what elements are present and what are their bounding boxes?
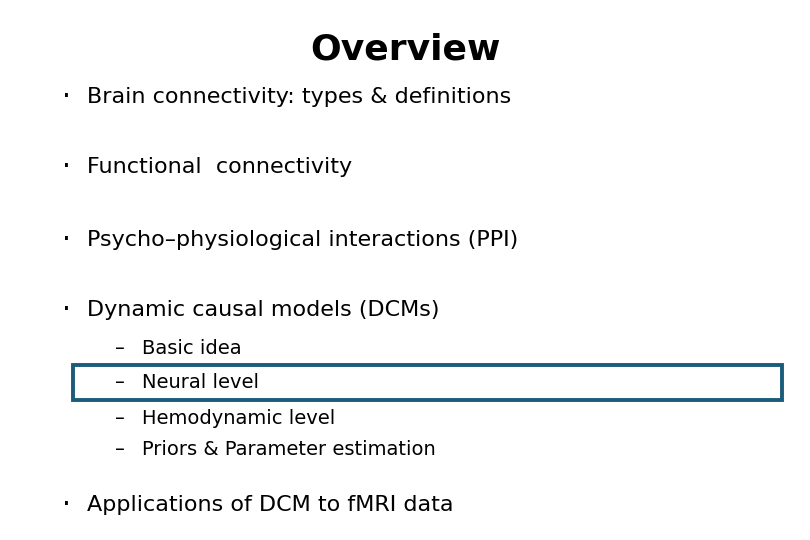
Text: –: – [115, 373, 125, 392]
Text: –: – [115, 409, 125, 428]
Text: Neural level: Neural level [142, 373, 258, 392]
Text: ·: · [62, 226, 70, 254]
Text: Basic idea: Basic idea [142, 339, 241, 358]
Text: ·: · [62, 491, 70, 519]
FancyBboxPatch shape [73, 365, 782, 400]
Text: –: – [115, 440, 125, 459]
Text: Dynamic causal models (DCMs): Dynamic causal models (DCMs) [87, 300, 440, 321]
Text: Brain connectivity: types & definitions: Brain connectivity: types & definitions [87, 87, 512, 107]
Text: Applications of DCM to fMRI data: Applications of DCM to fMRI data [87, 495, 454, 515]
Text: Hemodynamic level: Hemodynamic level [142, 409, 335, 428]
Text: ·: · [62, 296, 70, 325]
Text: Psycho–physiological interactions (PPI): Psycho–physiological interactions (PPI) [87, 230, 518, 251]
Text: Overview: Overview [309, 32, 501, 66]
Text: Priors & Parameter estimation: Priors & Parameter estimation [142, 440, 436, 459]
Text: ·: · [62, 83, 70, 111]
Text: –: – [115, 339, 125, 358]
Text: Functional  connectivity: Functional connectivity [87, 157, 352, 178]
Text: ·: · [62, 153, 70, 181]
